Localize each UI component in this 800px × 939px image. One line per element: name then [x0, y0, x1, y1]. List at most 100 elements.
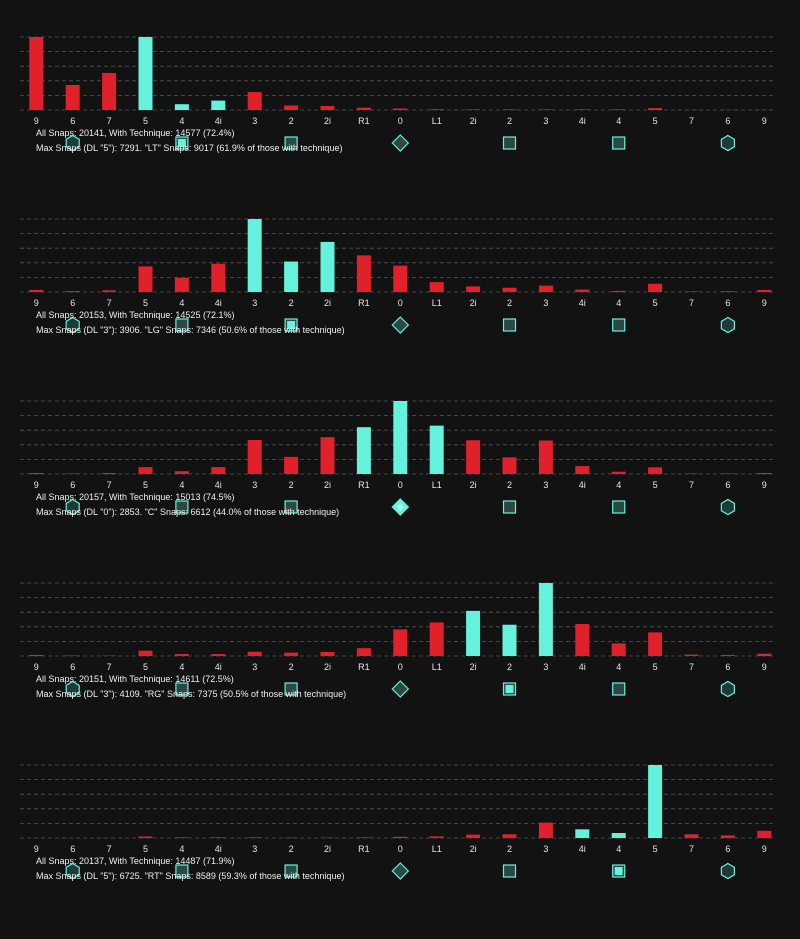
- hexagon-icon: [720, 134, 736, 152]
- square-icon-inner: [614, 867, 623, 875]
- bar-3: [138, 467, 153, 474]
- bar-12: [466, 286, 481, 292]
- bar-11: [429, 836, 444, 838]
- bar-8: [320, 651, 335, 656]
- tick-label-12: 2i: [470, 480, 477, 490]
- bar-5: [211, 467, 226, 474]
- tick-label-15: 4i: [579, 298, 586, 308]
- bar-16: [611, 290, 626, 292]
- bar-15: [575, 289, 590, 292]
- tick-label-1: 6: [70, 662, 75, 672]
- tick-label-6: 3: [252, 662, 257, 672]
- bar-7: [284, 261, 299, 292]
- square-icon: [175, 682, 189, 696]
- hexagon-icon: [65, 134, 80, 152]
- square-icon: [502, 318, 517, 332]
- bar-6: [247, 219, 262, 292]
- stats-all-snaps-rt: All Snaps: 20137, With Technique: 14487 …: [36, 856, 235, 866]
- bar-12: [466, 440, 481, 474]
- tick-label-6: 3: [252, 480, 257, 490]
- bar-11: [429, 109, 444, 110]
- bar-9: [356, 427, 371, 474]
- tick-label-19: 6: [725, 116, 730, 126]
- bar-13: [502, 287, 517, 292]
- tick-label-16: 4: [616, 662, 621, 672]
- square-icon-inner: [505, 685, 514, 693]
- bar-6: [247, 651, 262, 656]
- tick-label-2: 7: [107, 662, 112, 672]
- bar-14: [538, 822, 553, 838]
- bar-10: [393, 629, 408, 656]
- tick-label-20: 9: [762, 662, 767, 672]
- tick-label-17: 5: [653, 844, 658, 854]
- bar-17: [648, 765, 663, 838]
- tick-label-4: 4: [179, 480, 184, 490]
- tick-label-8: 2i: [324, 480, 331, 490]
- tick-label-5: 4i: [215, 844, 222, 854]
- square-icon: [284, 136, 298, 150]
- bar-15: [575, 624, 590, 656]
- chart-panel-lg: 9 6 7 5 4 4i 3 2 2i R1 0 L1 2i 2 3 4i 4 5 7 6 9 All Snaps: 2…: [0, 182, 800, 364]
- bar-12: [466, 834, 481, 838]
- bar-12: [466, 610, 481, 656]
- hexagon-icon: [65, 680, 80, 698]
- tick-label-9: R1: [358, 116, 370, 126]
- tick-label-18: 7: [689, 116, 694, 126]
- square-icon: [612, 682, 626, 696]
- bar-1: [65, 291, 80, 292]
- bar-9: [356, 837, 371, 838]
- bar-12: [466, 109, 481, 110]
- stats-all-snaps-lg: All Snaps: 20153, With Technique: 14525 …: [36, 310, 235, 320]
- tick-label-7: 2: [289, 844, 294, 854]
- stats-max-snaps-rg: Max Snaps (DL "3"): 4109. "RG" Snaps: 73…: [36, 689, 347, 699]
- tick-label-20: 9: [762, 116, 767, 126]
- tick-label-7: 2: [289, 480, 294, 490]
- bar-18: [684, 834, 699, 838]
- bar-14: [538, 285, 553, 292]
- bar-5: [211, 263, 226, 292]
- bar-13: [502, 834, 517, 838]
- square-icon: [284, 500, 298, 514]
- bar-7: [284, 652, 299, 656]
- tick-label-12: 2i: [470, 844, 477, 854]
- tick-label-5: 4i: [215, 298, 222, 308]
- bar-20: [757, 830, 772, 838]
- tick-label-18: 7: [689, 298, 694, 308]
- stats-all-snaps-lt: All Snaps: 20141, With Technique: 14577 …: [36, 128, 235, 138]
- stats-max-snaps-lg: Max Snaps (DL "3"): 3906. "LG" Snaps: 73…: [36, 325, 345, 335]
- tick-label-4: 4: [179, 116, 184, 126]
- stats-max-snaps-lt: Max Snaps (DL "5"): 7291. "LT" Snaps: 90…: [36, 143, 343, 153]
- tick-label-8: 2i: [324, 662, 331, 672]
- bar-5: [211, 100, 226, 110]
- bar-19: [720, 473, 735, 474]
- bar-4: [174, 654, 189, 656]
- tick-label-16: 4: [616, 844, 621, 854]
- tick-label-0: 9: [34, 298, 39, 308]
- bar-7: [284, 456, 299, 474]
- tick-label-13: 2: [507, 844, 512, 854]
- tick-label-11: L1: [432, 298, 442, 308]
- square-icon: [612, 500, 626, 514]
- bar-16: [611, 109, 626, 110]
- bar-17: [648, 108, 663, 110]
- tick-label-9: R1: [358, 480, 370, 490]
- tick-label-17: 5: [653, 116, 658, 126]
- bar-18: [684, 654, 699, 656]
- tick-label-1: 6: [70, 116, 75, 126]
- bar-19: [720, 835, 735, 838]
- bar-chart-lg: 9 6 7 5 4 4i 3 2 2i R1 0 L1 2i 2 3 4i 4 5 7 6 9: [20, 218, 775, 334]
- tick-label-20: 9: [762, 844, 767, 854]
- bar-10: [393, 401, 408, 474]
- tick-label-3: 5: [143, 844, 148, 854]
- tick-label-0: 9: [34, 480, 39, 490]
- bar-3: [138, 266, 153, 292]
- tick-label-18: 7: [689, 844, 694, 854]
- tick-label-11: L1: [432, 480, 442, 490]
- tick-label-2: 7: [107, 480, 112, 490]
- bar-6: [247, 92, 262, 110]
- tick-label-12: 2i: [470, 116, 477, 126]
- bar-10: [393, 108, 408, 110]
- bar-14: [538, 109, 553, 110]
- chart-panel-c: 9 6 7 5 4 4i 3 2 2i R1 0 L1 2i 2 3 4i 4 5 7 6 9 All Snaps: 2…: [0, 364, 800, 546]
- bar-15: [575, 829, 590, 838]
